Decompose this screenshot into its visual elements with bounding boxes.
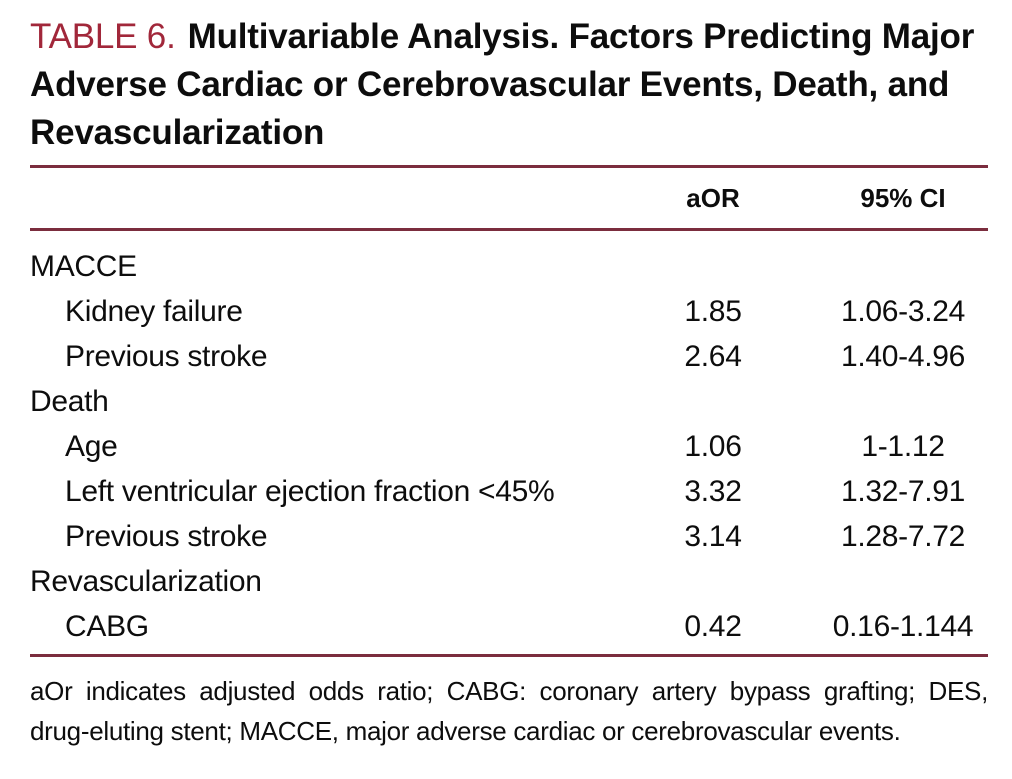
table-row: Left ventricular ejection fraction <45% 3… — [30, 469, 988, 514]
table-title: TABLE 6. Multivariable Analysis. Factors … — [30, 13, 988, 157]
row-ci-value: 0.16-1.144 — [832, 609, 974, 643]
table-title-text: Multivariable Analysis. Factors Predicti… — [30, 17, 975, 152]
table-row: Age 1.06 1-1.12 — [30, 424, 988, 469]
row-ci-value: 1-1.12 — [861, 429, 945, 463]
table-footnote: aOr indicates adjusted odds ratio; CABG:… — [30, 676, 988, 746]
row-aor-value: 3.14 — [684, 519, 742, 553]
row-label: Death — [30, 384, 109, 418]
row-aor-value: 1.06 — [684, 429, 742, 463]
row-ci-value: 1.28-7.72 — [840, 519, 966, 553]
table-row: Previous stroke 2.64 1.40-4.96 — [30, 334, 988, 379]
row-label: MACCE — [30, 249, 137, 283]
rule-header-divider — [30, 228, 988, 231]
row-aor-value: 2.64 — [684, 339, 742, 373]
table-row: Previous stroke 3.14 1.28-7.72 — [30, 514, 988, 559]
table-row: Kidney failure 1.85 1.06-3.24 — [30, 289, 988, 334]
row-ci-value: 1.40-4.96 — [840, 339, 966, 373]
row-label: Left ventricular ejection fraction <45% — [65, 474, 555, 508]
table-header-row: aOR 95% CI — [30, 168, 988, 228]
row-ci-value: 1.06-3.24 — [840, 294, 966, 328]
row-label: Previous stroke — [65, 339, 268, 373]
row-label: Age — [65, 429, 118, 463]
table-body: MACCE Kidney failure 1.85 1.06-3.24 Previous… — [30, 231, 988, 654]
column-header-ci: 95% CI — [860, 182, 946, 213]
row-aor-value: 3.32 — [684, 474, 742, 508]
row-label: Previous stroke — [65, 519, 268, 553]
table-number: TABLE 6. — [30, 17, 176, 56]
row-aor-value: 0.42 — [684, 609, 742, 643]
rule-bottom — [30, 654, 988, 657]
row-label: Kidney failure — [65, 294, 243, 328]
table-group-row: MACCE — [30, 244, 988, 289]
table-group-row: Death — [30, 379, 988, 424]
row-label: Revascularization — [30, 564, 262, 598]
row-label: CABG — [65, 609, 149, 643]
row-aor-value: 1.85 — [684, 294, 742, 328]
rule-top — [30, 165, 988, 168]
row-ci-value: 1.32-7.91 — [840, 474, 966, 508]
table-group-row: Revascularization — [30, 559, 988, 604]
column-header-aor: aOR — [686, 182, 740, 213]
table-row: CABG 0.42 0.16-1.144 — [30, 604, 988, 649]
